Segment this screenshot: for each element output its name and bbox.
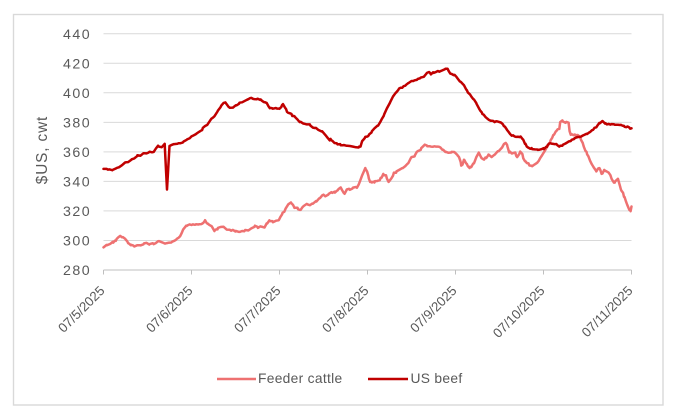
svg-text:280: 280 (63, 263, 91, 279)
svg-text:320: 320 (63, 204, 91, 220)
svg-text:Feeder cattle: Feeder cattle (258, 371, 342, 386)
svg-text:400: 400 (63, 86, 91, 102)
svg-text:300: 300 (63, 234, 91, 250)
svg-text:360: 360 (63, 145, 91, 161)
svg-text:US beef: US beef (411, 371, 463, 386)
svg-text:340: 340 (63, 175, 91, 191)
svg-text:$US, cwt: $US, cwt (34, 116, 51, 184)
svg-text:380: 380 (63, 116, 91, 132)
svg-text:420: 420 (63, 57, 91, 73)
svg-text:440: 440 (63, 27, 91, 43)
